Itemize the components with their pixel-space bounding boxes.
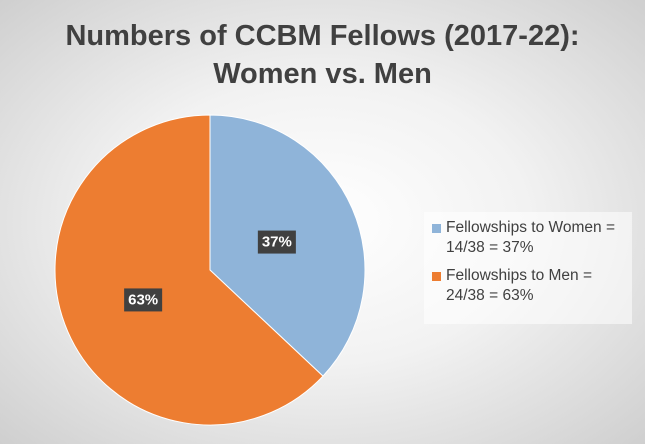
legend-entry: Fellowships to Women = 14/38 = 37% [432,218,626,258]
data-label-box [124,288,163,312]
data-label-box [257,230,296,254]
legend-entry: Fellowships to Men = 24/38 = 63% [432,266,626,306]
legend-label: Fellowships to Men = 24/38 = 63% [446,267,593,304]
data-label-text: 63% [128,291,158,308]
chart-title: Women vs. Men [213,58,432,90]
data-label: 37% [257,230,296,254]
data-label: 63% [124,288,163,312]
data-label-text: 37% [262,234,292,251]
legend-label: Fellowships to Women = 14/38 = 37% [446,219,615,256]
chart-title: Numbers of CCBM Fellows (2017-22): [65,20,580,52]
pie-slice [54,114,324,426]
legend: Fellowships to Women = 14/38 = 37% Fellow… [424,212,632,324]
legend-swatch [432,224,441,233]
legend-swatch [432,272,441,281]
